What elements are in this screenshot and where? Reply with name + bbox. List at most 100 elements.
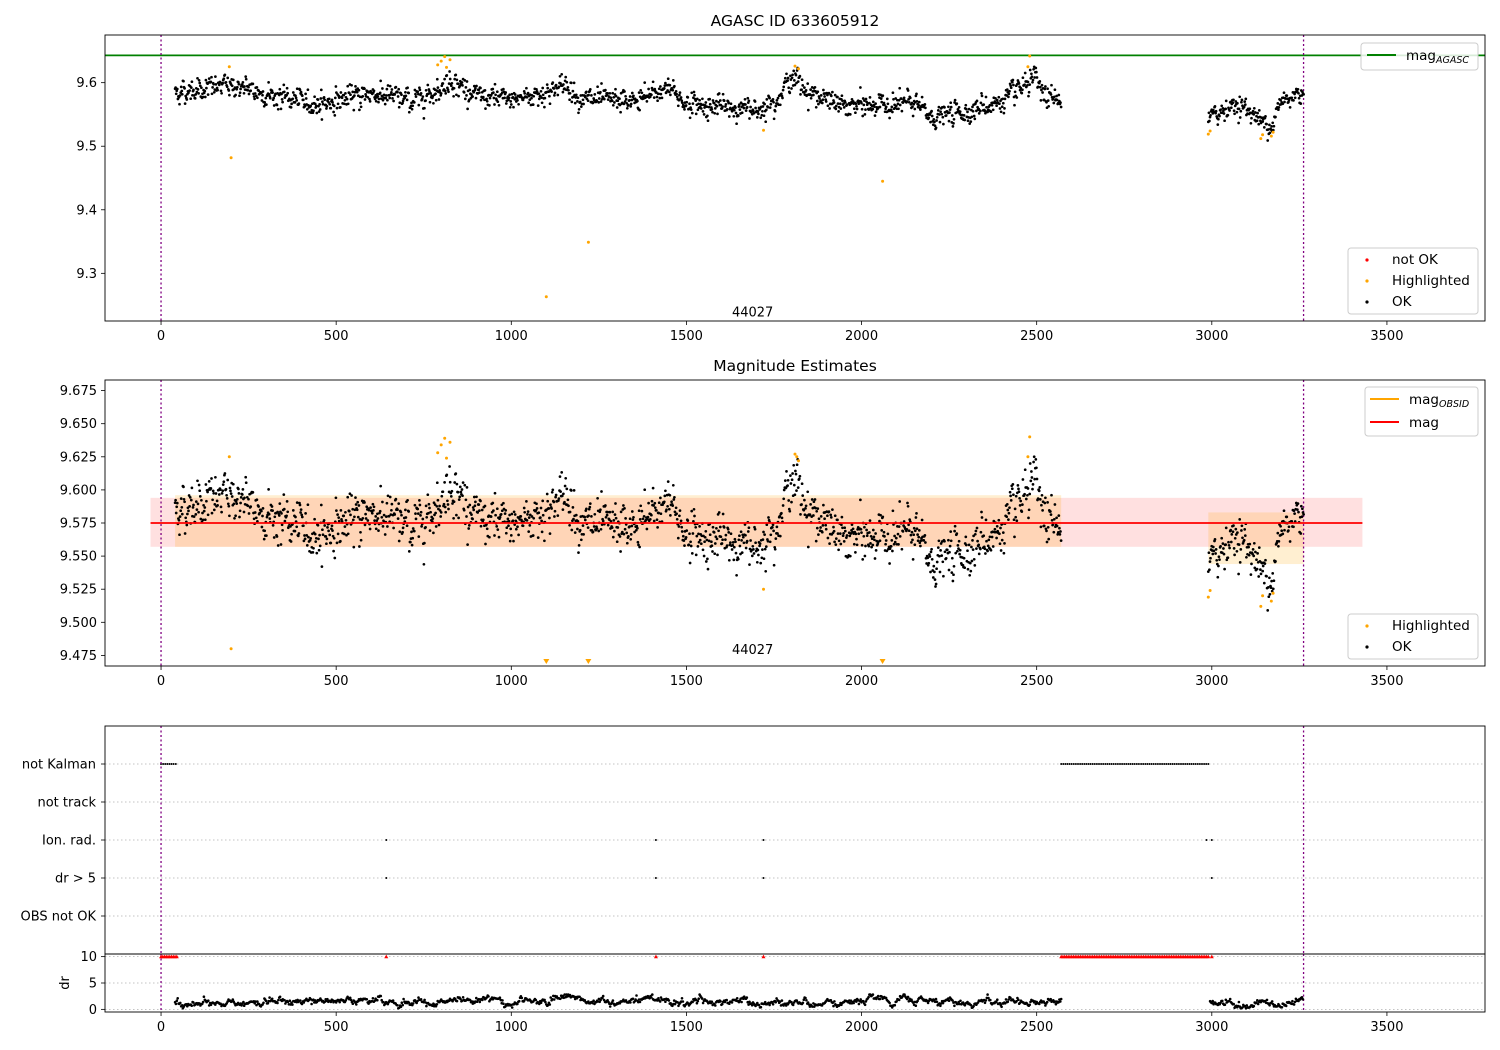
ok-point (477, 88, 481, 92)
flag-point (172, 763, 175, 765)
ok-point (298, 503, 302, 507)
ok-point (662, 87, 666, 90)
dr-point (288, 999, 292, 1002)
ok-point (412, 529, 416, 533)
ok-point (507, 519, 511, 523)
ok-point (625, 541, 629, 545)
ok-point (874, 102, 877, 105)
ok-point (279, 107, 283, 111)
ok-point (616, 526, 620, 529)
ok-point (1207, 551, 1211, 555)
ok-point (591, 101, 595, 105)
ok-point (399, 510, 403, 514)
ok-point (928, 113, 932, 116)
dr-point (871, 993, 875, 996)
ok-point (405, 98, 409, 102)
ok-point (952, 564, 956, 568)
ok-point (324, 535, 328, 538)
ok-point (1046, 99, 1050, 102)
ok-point (331, 529, 334, 532)
ok-point (491, 501, 495, 505)
ok-point (1209, 556, 1212, 560)
ok-point (940, 112, 944, 116)
ok-point (717, 529, 720, 533)
p4-xtick-label-4: 2000 (845, 1020, 878, 1035)
ok-point (238, 509, 242, 513)
ok-point (1271, 587, 1275, 591)
ok-point (531, 534, 535, 537)
ok-point (203, 89, 207, 93)
ok-point (479, 499, 482, 503)
ok-point (586, 526, 590, 529)
ok-point (1281, 102, 1285, 106)
ok-point (870, 537, 874, 541)
ok-point (578, 528, 582, 532)
ok-point (484, 107, 487, 110)
ok-point (468, 503, 472, 507)
ok-point (526, 513, 529, 516)
ok-point (587, 93, 590, 97)
ok-point (219, 488, 222, 491)
dr-point (583, 999, 587, 1002)
ok-point (606, 523, 610, 527)
p2-ytick-label-8: 9.675 (60, 384, 97, 399)
ok-point (699, 107, 703, 110)
ok-point (936, 109, 940, 112)
flag-point (1095, 763, 1098, 765)
ok-point (441, 490, 445, 494)
ok-point (359, 105, 363, 109)
flag-point (1148, 763, 1151, 765)
ok-point (280, 98, 284, 101)
flag-point (1210, 839, 1213, 841)
ok-point (834, 537, 838, 540)
ok-point (599, 90, 602, 94)
ok-point (762, 114, 766, 118)
ok-point (1052, 517, 1056, 521)
ok-point (596, 85, 599, 89)
ok-point (523, 92, 527, 95)
ok-point (907, 100, 911, 104)
ok-point (873, 557, 877, 560)
ok-point (860, 101, 863, 105)
ok-point (504, 91, 508, 94)
ok-point (355, 90, 359, 94)
ok-point (1232, 524, 1235, 527)
ok-point (505, 526, 509, 530)
dr-point (543, 998, 546, 1002)
ok-point (766, 105, 770, 109)
ok-point (742, 541, 746, 545)
ok-point (1282, 509, 1286, 513)
agasc-panel: AGASC ID 633605912 0 500 1000 1500 2000 2500 3… (76, 12, 1486, 344)
ok-point (400, 93, 403, 97)
ok-point (424, 99, 427, 102)
ok-point (806, 82, 810, 85)
ok-point (997, 95, 1001, 99)
ok-point (535, 507, 539, 510)
ok-point (928, 555, 932, 558)
dr-point (300, 1002, 304, 1006)
ok-point (806, 108, 810, 112)
ok-point (304, 92, 307, 96)
ok-point (428, 90, 431, 93)
ok-point (441, 82, 445, 85)
ok-point (517, 533, 520, 537)
ok-point (883, 535, 886, 538)
dr-point (888, 1001, 891, 1005)
ok-point (247, 512, 251, 515)
ok-point (1268, 123, 1271, 127)
ok-point (911, 114, 915, 118)
ok-point (174, 498, 177, 502)
flag-point (1161, 763, 1164, 765)
ok-point (769, 102, 773, 106)
ok-point (567, 88, 570, 92)
ok-point (813, 498, 817, 501)
ok-point (840, 515, 844, 519)
ok-point (1230, 533, 1234, 536)
dr-point (1059, 1000, 1062, 1003)
ok-point (1009, 499, 1013, 502)
dr-point (926, 1001, 930, 1005)
ok-point (499, 512, 503, 516)
ok-point (571, 89, 575, 93)
p1-ytick-label-0: 9.3 (76, 267, 97, 282)
ok-point (720, 542, 724, 545)
